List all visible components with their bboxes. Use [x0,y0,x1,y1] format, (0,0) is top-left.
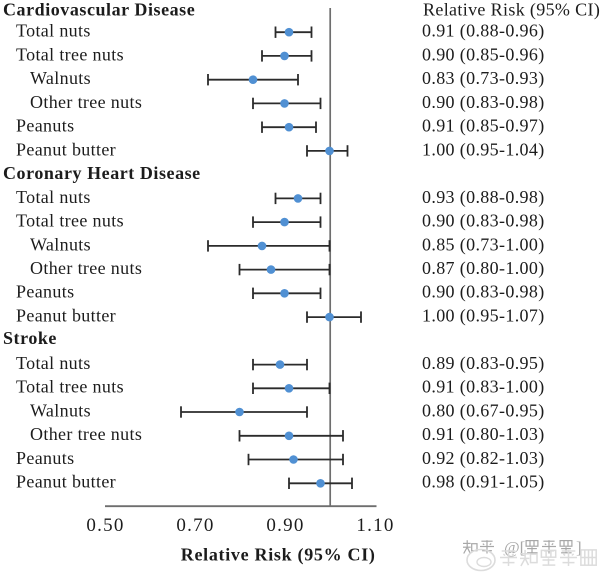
svg-text:Total nuts: Total nuts [16,353,91,373]
svg-text:@[: @[ [504,538,526,557]
svg-text:0.92 (0.82-1.03): 0.92 (0.82-1.03) [422,448,545,469]
svg-text:Other tree nuts: Other tree nuts [30,258,142,278]
svg-text:Stroke: Stroke [3,328,57,348]
svg-text:0.70: 0.70 [176,515,214,536]
svg-text:Walnuts: Walnuts [30,68,91,88]
svg-text:0.89 (0.83-0.95): 0.89 (0.83-0.95) [422,353,545,374]
svg-text:Coronary Heart Disease: Coronary Heart Disease [3,163,201,183]
svg-text:0.98 (0.91-1.05): 0.98 (0.91-1.05) [422,472,545,493]
svg-text:0.91 (0.83-1.00): 0.91 (0.83-1.00) [422,377,545,398]
svg-text:0.93 (0.88-0.98): 0.93 (0.88-0.98) [422,187,545,208]
svg-text:Cardiovascular Disease: Cardiovascular Disease [3,0,195,20]
svg-text:Peanuts: Peanuts [16,282,74,302]
svg-text:Total tree nuts: Total tree nuts [16,44,124,64]
svg-text:0.50: 0.50 [86,515,124,536]
svg-text:0.85 (0.73-1.00): 0.85 (0.73-1.00) [422,234,545,255]
svg-text:Peanut butter: Peanut butter [16,306,116,326]
svg-text:Total nuts: Total nuts [16,187,91,207]
svg-text:Other tree nuts: Other tree nuts [30,92,142,112]
svg-text:1.10: 1.10 [356,515,394,536]
svg-text:0.90: 0.90 [266,515,304,536]
svg-text:0.90 (0.83-0.98): 0.90 (0.83-0.98) [422,211,545,232]
svg-text:Walnuts: Walnuts [30,234,91,254]
svg-text:]: ] [576,538,582,557]
svg-text:0.91 (0.88-0.96): 0.91 (0.88-0.96) [422,21,545,42]
svg-text:0.91 (0.85-0.97): 0.91 (0.85-0.97) [422,116,545,137]
svg-text:Peanut butter: Peanut butter [16,472,116,492]
svg-text:0.80 (0.67-0.95): 0.80 (0.67-0.95) [422,400,545,421]
svg-text:0.91 (0.80-1.03): 0.91 (0.80-1.03) [422,424,545,445]
svg-text:Walnuts: Walnuts [30,400,91,420]
svg-text:0.83 (0.73-0.93): 0.83 (0.73-0.93) [422,68,545,89]
svg-text:Relative Risk (95% CI): Relative Risk (95% CI) [181,545,376,566]
svg-text:0.87 (0.80-1.00): 0.87 (0.80-1.00) [422,258,545,279]
svg-text:1.00 (0.95-1.07): 1.00 (0.95-1.07) [422,306,545,327]
svg-text:Total nuts: Total nuts [16,21,91,41]
svg-text:Peanuts: Peanuts [16,116,74,136]
svg-text:Total tree nuts: Total tree nuts [16,377,124,397]
svg-text:0.90 (0.85-0.96): 0.90 (0.85-0.96) [422,44,545,65]
svg-text:1.00 (0.95-1.04): 1.00 (0.95-1.04) [422,139,545,160]
svg-text:Other tree nuts: Other tree nuts [30,424,142,444]
svg-text:0.90 (0.83-0.98): 0.90 (0.83-0.98) [422,92,545,113]
svg-text:Peanut butter: Peanut butter [16,139,116,159]
svg-text:Relative Risk (95% CI): Relative Risk (95% CI) [423,0,600,21]
svg-text:0.90 (0.83-0.98): 0.90 (0.83-0.98) [422,282,545,303]
svg-text:Total tree nuts: Total tree nuts [16,211,124,231]
svg-text:Peanuts: Peanuts [16,448,74,468]
